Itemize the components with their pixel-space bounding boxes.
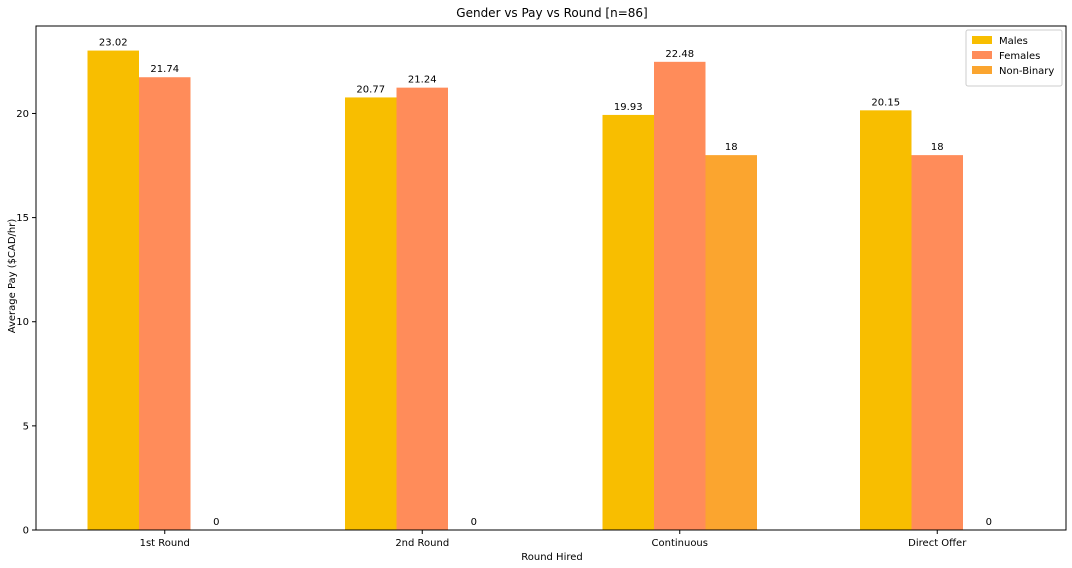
bar — [705, 155, 757, 530]
legend-swatch — [972, 51, 992, 59]
bar-value-label: 19.93 — [614, 102, 643, 113]
y-axis-label: Average Pay ($CAD/hr) — [7, 219, 18, 334]
bar-value-label: 18 — [725, 142, 738, 153]
y-tick-label: 0 — [23, 526, 29, 537]
bar — [396, 87, 448, 531]
y-axis: 0 5 10 15 20 — [16, 109, 36, 537]
bar — [345, 97, 397, 531]
x-axis: 1st Round 2nd Round Continuous Direct Offer — [140, 530, 967, 549]
x-tick-label: Continuous — [652, 538, 708, 549]
x-axis-label: Round Hired — [521, 552, 583, 563]
bar-value-label: 21.74 — [150, 64, 179, 75]
legend-swatch — [972, 66, 992, 74]
bar — [860, 110, 912, 530]
bar-labels-layer: 23.02 21.74 0 20.77 21.24 0 19.93 22.48 18 20.15 1… — [99, 38, 992, 528]
legend-entry: Non-Binary — [999, 66, 1054, 77]
bars-layer — [87, 50, 963, 531]
bar — [654, 61, 706, 531]
bar — [911, 155, 963, 530]
x-tick-label: 1st Round — [140, 538, 190, 549]
bar — [87, 50, 139, 531]
bar-value-label: 0 — [213, 517, 219, 528]
legend-entry: Females — [999, 51, 1040, 62]
y-tick-label: 5 — [23, 421, 29, 432]
bar-value-label: 0 — [986, 517, 992, 528]
x-tick-label: 2nd Round — [395, 538, 449, 549]
legend: Males Females Non-Binary — [965, 29, 1063, 87]
bar-value-label: 23.02 — [99, 38, 128, 49]
chart-title: Gender vs Pay vs Round [n=86] — [456, 6, 647, 20]
y-tick-label: 10 — [16, 317, 29, 328]
bar — [602, 114, 654, 530]
bar-value-label: 18 — [931, 142, 944, 153]
bar-value-label: 21.24 — [408, 75, 437, 86]
plot-frame — [35, 25, 1067, 531]
bar-value-label: 20.15 — [871, 97, 900, 108]
y-tick-label: 20 — [16, 109, 29, 120]
bar-value-label: 0 — [471, 517, 477, 528]
y-tick-label: 15 — [16, 213, 29, 224]
legend-swatch — [972, 36, 992, 44]
x-tick-label: Direct Offer — [908, 538, 967, 549]
legend-entry: Males — [999, 36, 1028, 47]
bar — [139, 77, 191, 530]
bar-value-label: 20.77 — [356, 84, 385, 95]
bar-value-label: 22.48 — [665, 49, 694, 60]
